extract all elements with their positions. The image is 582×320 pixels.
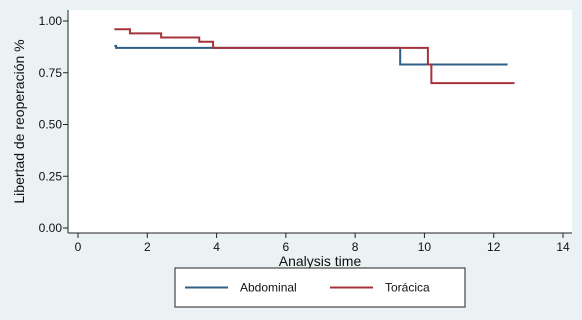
y-tick-label: 0.75 <box>39 66 63 80</box>
x-tick-label: 2 <box>144 240 151 254</box>
legend-label: Torácica <box>385 281 430 295</box>
x-tick-label: 8 <box>352 240 359 254</box>
legend-label: Abdominal <box>240 281 297 295</box>
y-axis-title: Libertad de reoperación % <box>11 39 27 203</box>
series-lines <box>114 28 515 85</box>
x-tick-label: 4 <box>213 240 220 254</box>
y-tick-label: 0.00 <box>39 221 63 235</box>
x-axis-title: Analysis time <box>279 253 362 269</box>
series-line-1 <box>114 28 515 85</box>
axes: 0 2 4 6 8 10 12 14 0.00 0.25 0.50 0.75 1.00 <box>39 10 572 254</box>
x-tick-label: 14 <box>556 240 570 254</box>
x-tick-label: 12 <box>487 240 501 254</box>
y-tick-label: 0.50 <box>39 118 63 132</box>
x-tick-label: 10 <box>418 240 432 254</box>
y-tick-label: 0.25 <box>39 169 63 183</box>
legend: Abdominal Torácica <box>174 267 466 308</box>
y-tick-label: 1.00 <box>39 14 63 28</box>
plot-area <box>68 10 572 233</box>
x-tick-label: 6 <box>283 240 290 254</box>
x-tick-label: 0 <box>75 240 82 254</box>
